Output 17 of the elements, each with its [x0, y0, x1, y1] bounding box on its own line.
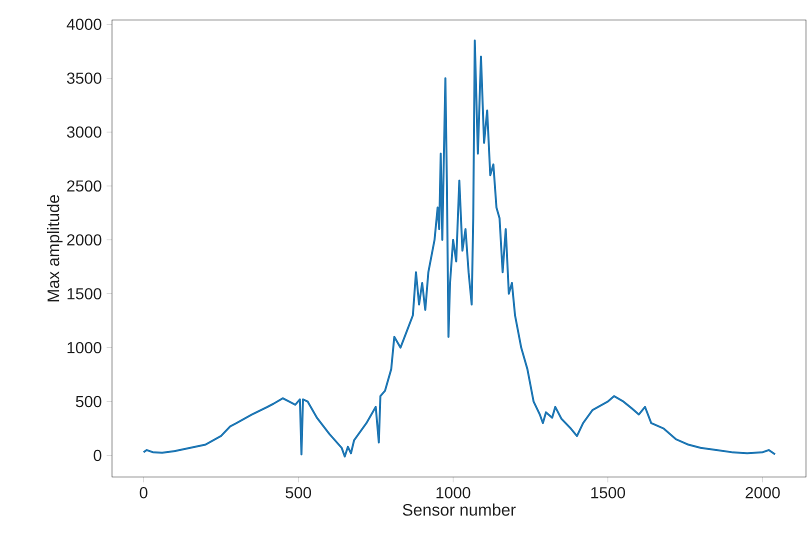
x-axis-title: Sensor number	[402, 504, 516, 516]
x-tick-label: 2000	[746, 487, 780, 498]
line-series	[142, 39, 776, 458]
y-tick-label: 2000	[67, 234, 102, 246]
y-tick-label: 3500	[66, 72, 102, 84]
y-tick-label: 1500	[68, 288, 102, 300]
y-tick-label: 2500	[67, 180, 102, 192]
y-tick-label: 3000	[66, 126, 102, 138]
y-axis-title: Max amplitude	[47, 195, 63, 302]
x-tick-label: 500	[286, 487, 312, 498]
y-tick-label: 1000	[68, 342, 102, 354]
x-tick-label: 0	[140, 487, 148, 498]
y-tick-label: 500	[76, 396, 102, 408]
x-tick-label: 1000	[436, 487, 470, 498]
y-tick-label: 0	[94, 450, 102, 462]
y-tick-label: 4000	[66, 18, 102, 30]
x-tick-label: 1500	[591, 487, 626, 498]
